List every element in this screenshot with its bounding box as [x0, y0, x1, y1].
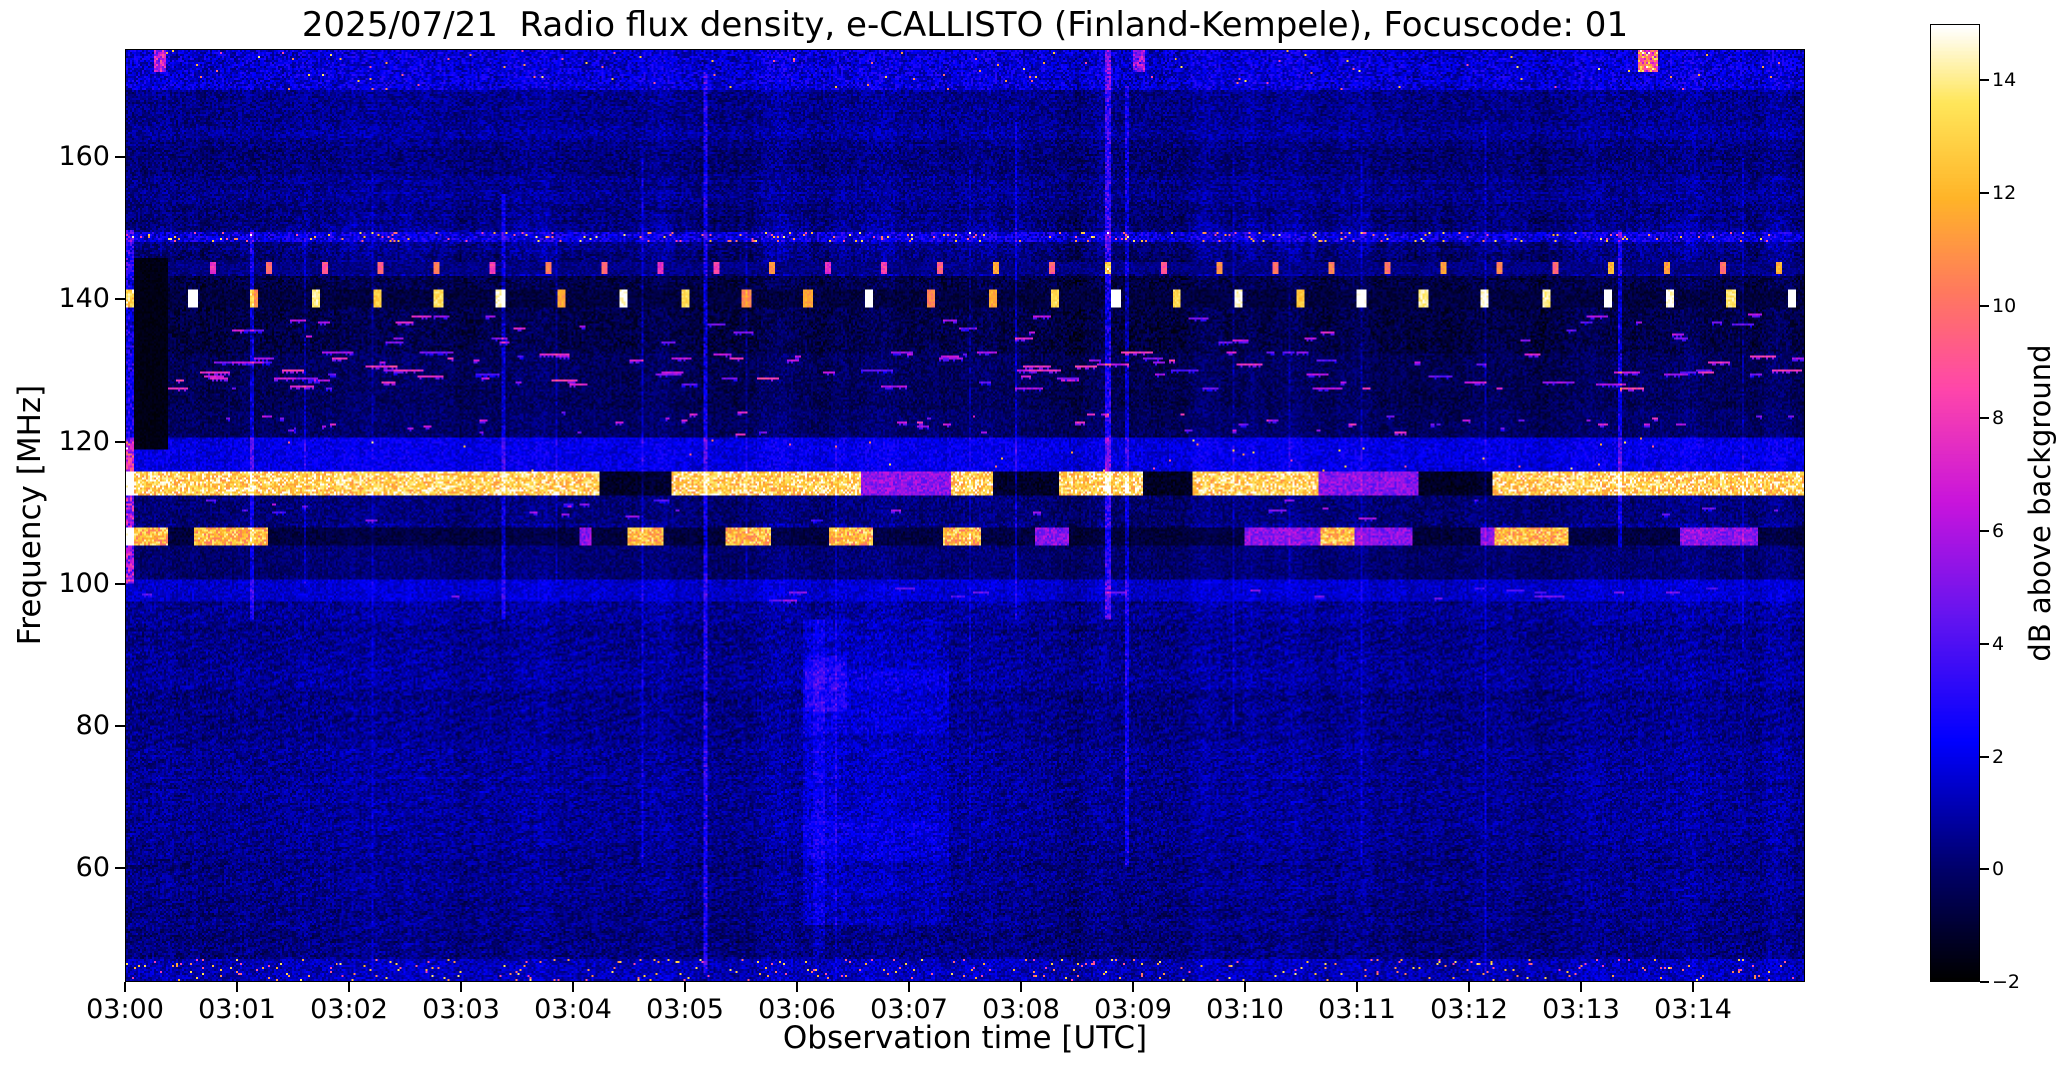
colorbar-tick-mark — [1980, 79, 1989, 82]
chart-title: 2025/07/21 Radio flux density, e-CALLIST… — [301, 5, 1629, 45]
x-tick-mark — [684, 982, 686, 992]
x-tick-label: 03:00 — [86, 994, 164, 1025]
x-axis-label: Observation time [UTC] — [782, 1020, 1148, 1056]
colorbar-tick-mark — [1980, 755, 1989, 758]
x-tick-mark — [348, 982, 350, 992]
colorbar-label: dB above background — [2023, 344, 2057, 662]
y-tick-mark — [115, 582, 125, 585]
colorbar-tick-mark — [1980, 981, 1989, 983]
y-tick-label: 100 — [58, 567, 110, 599]
colorbar-tick-label: 12 — [1992, 182, 2017, 205]
x-tick-label: 03:04 — [534, 994, 612, 1025]
colorbar-tick-label: 6 — [1992, 520, 2005, 543]
x-tick-label: 03:05 — [646, 994, 724, 1025]
x-tick-mark — [460, 982, 462, 992]
colorbar-tick-label: 0 — [1992, 858, 2005, 881]
x-tick-mark — [1020, 982, 1022, 992]
y-tick-label: 120 — [58, 425, 110, 457]
y-tick-mark — [115, 156, 125, 159]
x-tick-label: 03:02 — [310, 994, 388, 1025]
x-tick-mark — [1580, 982, 1582, 992]
colorbar-tick-mark — [1980, 868, 1989, 871]
x-tick-mark — [124, 982, 126, 992]
x-tick-mark — [1692, 982, 1694, 992]
spectrogram-plot — [125, 49, 1805, 982]
x-tick-label: 03:08 — [982, 994, 1060, 1025]
spectrogram-canvas — [126, 50, 1804, 981]
colorbar-tick-mark — [1980, 192, 1989, 195]
colorbar-tick-label: 10 — [1992, 294, 2017, 317]
y-tick-label: 140 — [58, 283, 110, 315]
x-tick-label: 03:11 — [1318, 994, 1396, 1025]
colorbar-tick-mark — [1980, 642, 1989, 645]
colorbar-tick-mark — [1980, 530, 1989, 533]
x-tick-label: 03:07 — [870, 994, 948, 1025]
x-tick-mark — [796, 982, 798, 992]
y-tick-label: 80 — [75, 709, 110, 741]
y-tick-mark — [115, 867, 125, 870]
x-tick-mark — [1244, 982, 1246, 992]
colorbar-tick-label: 2 — [1992, 745, 2005, 768]
colorbar-tick-label: 14 — [1992, 69, 2017, 92]
x-tick-label: 03:03 — [422, 994, 500, 1025]
y-tick-mark — [115, 440, 125, 443]
colorbar-tick-label: 4 — [1992, 632, 2005, 655]
x-tick-label: 03:10 — [1206, 994, 1284, 1025]
x-tick-mark — [236, 982, 238, 992]
x-tick-label: 03:01 — [198, 994, 276, 1025]
x-tick-label: 03:12 — [1430, 994, 1508, 1025]
colorbar-gradient — [1931, 25, 1979, 981]
colorbar-tick-label: −2 — [1992, 971, 2021, 993]
y-axis-label: Frequency [MHz] — [12, 384, 48, 646]
x-tick-label: 03:14 — [1654, 994, 1732, 1025]
colorbar-tick-mark — [1980, 417, 1989, 420]
x-tick-label: 03:13 — [1542, 994, 1620, 1025]
colorbar — [1930, 24, 1980, 982]
x-tick-mark — [1132, 982, 1134, 992]
x-tick-mark — [572, 982, 574, 992]
colorbar-tick-label: 8 — [1992, 407, 2005, 430]
x-tick-mark — [1356, 982, 1358, 992]
y-tick-mark — [115, 298, 125, 301]
y-tick-label: 60 — [75, 852, 110, 884]
y-tick-label: 160 — [58, 141, 110, 173]
x-tick-label: 03:09 — [1094, 994, 1172, 1025]
colorbar-tick-mark — [1980, 304, 1989, 307]
x-tick-mark — [1468, 982, 1470, 992]
x-tick-mark — [908, 982, 910, 992]
y-tick-mark — [115, 724, 125, 727]
x-tick-label: 03:06 — [758, 994, 836, 1025]
